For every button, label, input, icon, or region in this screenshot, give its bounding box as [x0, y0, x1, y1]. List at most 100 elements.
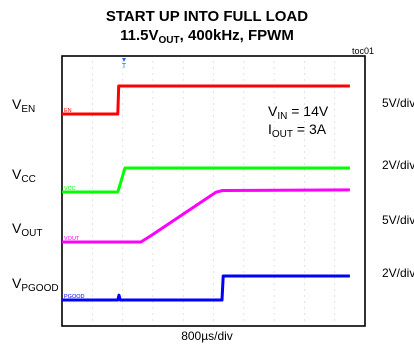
grid-dot	[91, 145, 93, 147]
grid-dot	[213, 163, 214, 165]
grid-dot	[152, 283, 154, 285]
grid-dot	[303, 181, 305, 183]
grid-dot	[273, 169, 275, 171]
grid-dot	[91, 109, 93, 111]
grid-dot	[91, 91, 93, 93]
grid-dot	[243, 253, 245, 255]
grid-dot	[122, 247, 124, 249]
grid-dot	[152, 163, 154, 165]
grid-dot	[334, 73, 336, 75]
grid-dot	[152, 145, 154, 147]
grid-dot	[334, 229, 336, 231]
grid-dot	[182, 253, 184, 255]
grid-dot	[273, 199, 275, 201]
grid-dot	[182, 103, 184, 105]
grid-dot	[243, 313, 245, 315]
grid-dot	[273, 139, 275, 141]
grid-dot	[91, 271, 93, 273]
grid-dot	[243, 289, 245, 291]
grid-dot	[91, 133, 93, 135]
grid-dot	[182, 151, 184, 153]
grid-dot	[334, 157, 336, 159]
grid-dot	[303, 271, 305, 273]
grid-dot	[91, 211, 93, 213]
grid-dot	[122, 97, 124, 99]
grid-dot	[213, 97, 214, 99]
grid-dot	[182, 145, 184, 147]
grid-dot	[91, 163, 93, 165]
grid-dot	[273, 277, 275, 279]
grid-dot	[243, 91, 245, 93]
grid-dot	[182, 163, 184, 165]
label-vcc: VCC	[12, 166, 36, 185]
grid-dot	[243, 181, 245, 183]
grid-dot	[152, 211, 154, 213]
grid-dot	[334, 61, 336, 63]
grid-dot	[122, 187, 124, 189]
grid-dot	[334, 199, 336, 201]
grid-dot	[213, 61, 214, 63]
grid-dot	[334, 307, 336, 309]
grid-dot	[122, 223, 124, 225]
grid-dot	[182, 139, 184, 141]
trace-cc	[62, 166, 350, 194]
grid-dot	[152, 217, 154, 219]
grid-dot	[152, 175, 154, 177]
grid-dot	[213, 103, 214, 105]
grid-dot	[303, 97, 305, 99]
label-ven: VEN	[12, 96, 36, 115]
grid-dot	[182, 205, 184, 207]
grid-dot	[182, 157, 184, 159]
grid-dot	[243, 295, 245, 297]
grid-dot	[334, 289, 336, 291]
grid-dot	[303, 139, 305, 141]
grid-dot	[182, 229, 184, 231]
grid-dot	[182, 199, 184, 201]
trigger-label: T	[122, 63, 127, 70]
grid-dot	[122, 259, 124, 261]
grid-dot	[122, 163, 124, 165]
grid-dot	[273, 247, 275, 249]
grid-dot	[152, 157, 154, 159]
grid-dot	[243, 133, 245, 135]
grid-dot	[243, 271, 245, 273]
grid-dot	[303, 205, 305, 207]
grid-dot	[122, 91, 124, 93]
grid-dot	[91, 193, 93, 195]
grid-dot	[273, 271, 275, 273]
grid-dot	[152, 223, 154, 225]
grid-dot	[152, 139, 154, 141]
grid-dot	[91, 223, 93, 225]
grid-dot	[91, 181, 93, 183]
grid-dot	[182, 241, 184, 243]
grid-dot	[243, 223, 245, 225]
grid-dot	[91, 289, 93, 291]
grid-dot	[122, 301, 124, 303]
time-scale-label: 800µs/div	[181, 329, 233, 343]
grid-dot	[243, 103, 245, 105]
grid-dot	[213, 187, 214, 189]
grid-dot	[273, 67, 275, 69]
grid-dot	[213, 181, 214, 183]
grid-dot	[273, 301, 275, 303]
grid-dot	[182, 277, 184, 279]
trace-out	[62, 188, 350, 244]
grid-dot	[273, 319, 275, 321]
grid-dot	[91, 73, 93, 75]
grid-dot	[243, 235, 245, 237]
grid-dot	[91, 217, 93, 219]
grid-dot	[243, 259, 245, 261]
grid-dot	[182, 109, 184, 111]
grid-dot	[122, 151, 124, 153]
grid-dot	[243, 247, 245, 249]
grid-dot	[243, 67, 245, 69]
grid-dot	[303, 241, 305, 243]
grid-dot	[213, 229, 214, 231]
grid-dot	[91, 97, 93, 99]
grid-dot	[334, 79, 336, 81]
grid-dot	[273, 253, 275, 255]
grid-dot	[91, 175, 93, 177]
grid-dot	[122, 265, 124, 267]
grid-dot	[152, 253, 154, 255]
grid-dot	[273, 283, 275, 285]
